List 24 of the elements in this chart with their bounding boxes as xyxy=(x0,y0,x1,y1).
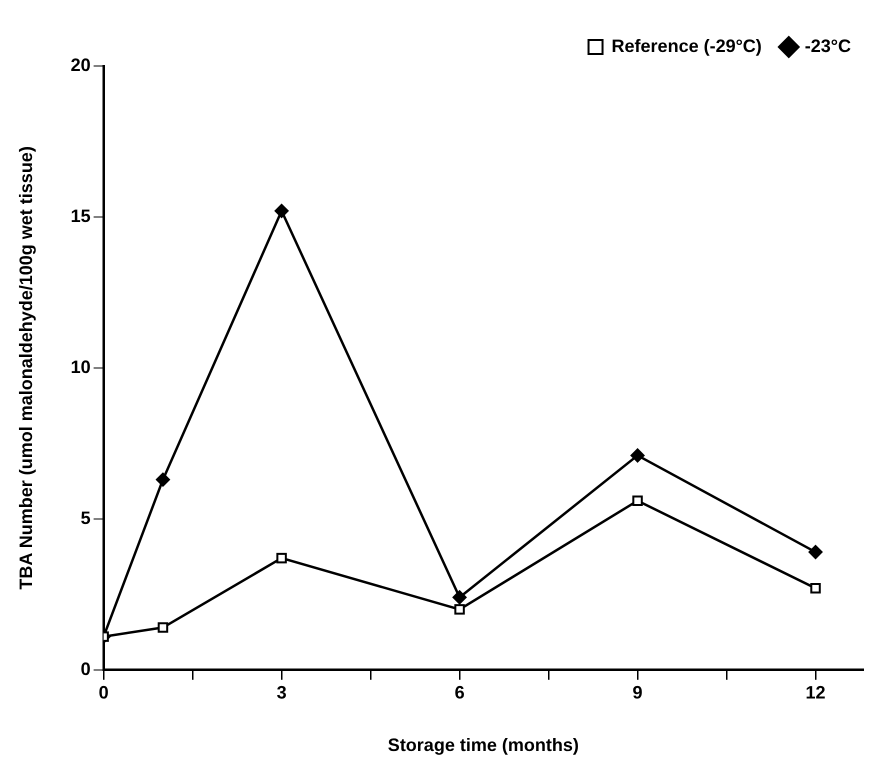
point xyxy=(276,552,287,564)
point xyxy=(158,622,168,633)
point xyxy=(810,583,821,594)
point xyxy=(156,472,170,487)
y-tick-label: 5 xyxy=(80,508,91,528)
legend-label: Reference (-29°C) xyxy=(612,36,762,56)
point xyxy=(630,448,645,462)
x-axis-title: Storage time (months) xyxy=(388,735,579,756)
x-tick-label: 0 xyxy=(98,682,109,703)
point xyxy=(274,204,289,218)
point xyxy=(632,495,643,506)
y-tick-label: 20 xyxy=(70,54,91,75)
point xyxy=(452,590,467,604)
y-tick-label: 10 xyxy=(70,356,91,377)
legend-label: -23°C xyxy=(804,36,852,56)
x-tick-label: 12 xyxy=(806,682,826,703)
y-axis-title: TBA Number (umol malonaldehyde/100g wet tissue) xyxy=(16,146,36,590)
x-tick-label: 6 xyxy=(454,682,465,703)
point xyxy=(808,545,823,560)
point xyxy=(454,604,465,615)
x-tick-label: 3 xyxy=(276,682,287,703)
y-tick-label: 0 xyxy=(80,658,91,679)
y-tick-label: 15 xyxy=(70,206,91,226)
x-tick-label: 9 xyxy=(632,682,643,703)
